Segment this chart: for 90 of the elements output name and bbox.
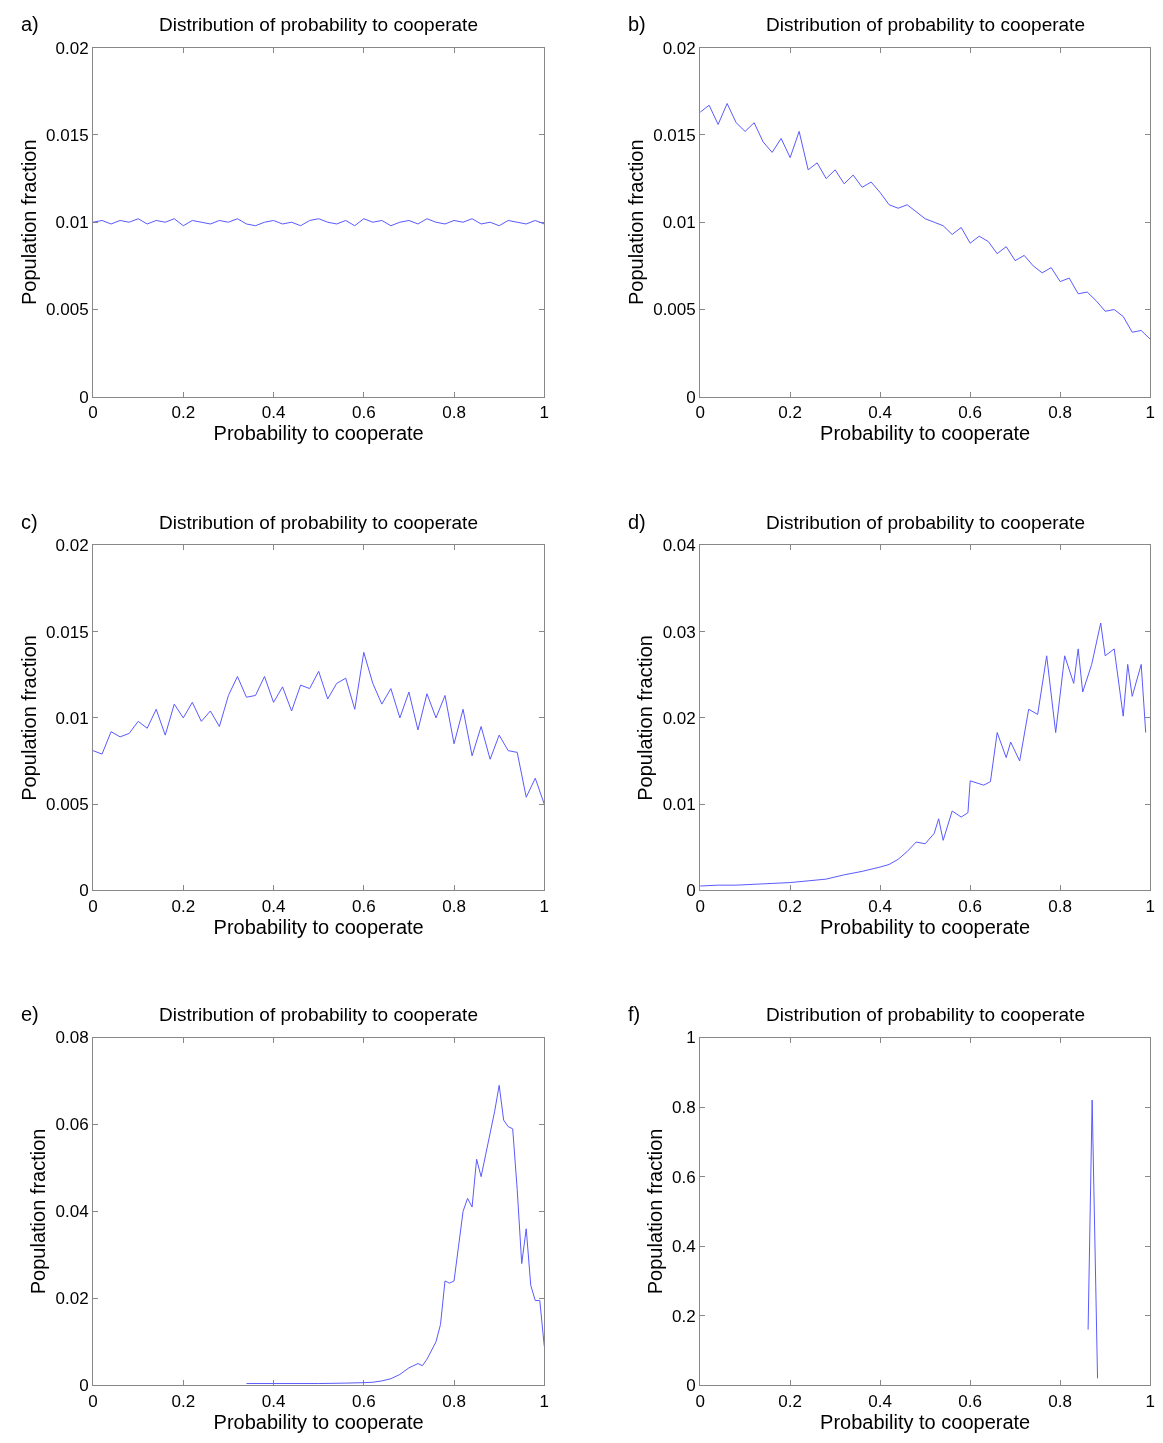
x-axis-title: Probability to cooperate	[213, 1410, 424, 1433]
y-axis-title: Population fraction	[643, 1128, 666, 1295]
y-tick-label: 0.02	[55, 1289, 89, 1309]
x-tick-label: 0.8	[1048, 403, 1073, 423]
chart-title: Distribution of probability to cooperate	[159, 512, 478, 533]
y-tick-label: 0.02	[55, 38, 89, 58]
y-tick-label: 0.04	[662, 536, 696, 556]
y-tick-label: 0	[686, 1376, 696, 1396]
x-axis-title: Probability to cooperate	[820, 915, 1031, 938]
x-tick-label: 1	[1145, 1391, 1155, 1411]
x-tick-label: 0.2	[171, 896, 196, 916]
y-tick-label: 0.01	[55, 708, 89, 728]
text: e)	[21, 1003, 39, 1025]
y-tick-label: 0.01	[662, 213, 696, 233]
x-tick-label: 0.4	[261, 403, 286, 423]
y-axis-title: Population fraction	[17, 635, 40, 801]
y-tick-label: 0.8	[672, 1098, 696, 1118]
line-series	[93, 218, 545, 227]
x-tick-label: 1	[539, 1391, 550, 1411]
y-tick-label: 0.4	[672, 1237, 696, 1257]
x-tick-label: 1	[539, 896, 550, 916]
y-tick-label: 0.03	[662, 622, 696, 642]
x-tick-label: 0.2	[778, 1391, 802, 1411]
x-tick-label: 1	[1145, 403, 1155, 423]
y-tick-label: 0	[686, 387, 696, 407]
y-tick-label: 0.04	[55, 1202, 89, 1222]
y-tick-label: 0.015	[46, 125, 89, 145]
y-tick-label: 0.015	[653, 125, 696, 145]
text: d)	[628, 511, 646, 533]
x-tick-label: 0.8	[442, 896, 466, 916]
x-tick-label: 0.4	[261, 1391, 286, 1411]
x-tick-label: 1	[539, 403, 550, 423]
y-tick-label: 0.08	[55, 1028, 89, 1048]
y-tick-label: 0.02	[662, 708, 696, 728]
x-tick-label: 0.2	[778, 896, 802, 916]
y-tick-label: 0.02	[662, 38, 696, 58]
x-tick-label: 0.6	[958, 403, 982, 423]
y-tick-label: 0.015	[46, 622, 89, 642]
x-tick-label: 0.8	[1048, 896, 1073, 916]
x-tick-label: 0.2	[171, 403, 196, 423]
x-tick-label: 1	[1145, 896, 1155, 916]
x-tick-label: 0.4	[868, 403, 892, 423]
x-tick-label: 0.8	[442, 1391, 466, 1411]
y-axis-title: Population fraction	[624, 139, 647, 306]
y-tick-label: 0	[79, 387, 89, 407]
y-tick-label: 0.005	[46, 795, 89, 815]
y-tick-label: 1	[686, 1028, 696, 1048]
chart-title: Distribution of probability to cooperate	[159, 1004, 478, 1025]
x-tick-label: 0.6	[958, 1391, 982, 1411]
y-tick-label: 0.01	[662, 795, 696, 815]
y-axis-title: Population fraction	[634, 635, 657, 801]
y-tick-label: 0	[79, 881, 89, 901]
y-tick-label: 0.02	[55, 536, 89, 556]
x-axis-title: Probability to cooperate	[820, 422, 1031, 445]
text: a)	[21, 13, 39, 35]
chart-title: Distribution of probability to cooperate	[766, 14, 1085, 35]
y-tick-label: 0.005	[46, 300, 89, 320]
text: c)	[21, 511, 38, 533]
line-series	[700, 102, 1151, 340]
chart-title: Distribution of probability to cooperate	[159, 14, 478, 35]
x-tick-label: 0.6	[351, 1391, 376, 1411]
y-axis-title: Population fraction	[17, 139, 40, 306]
y-axis-title: Population fraction	[27, 1128, 50, 1295]
y-tick-label: 0	[686, 881, 696, 901]
chart-title: Distribution of probability to cooperate	[766, 1004, 1085, 1025]
x-tick-label: 0.4	[868, 896, 892, 916]
y-tick-label: 0.6	[672, 1167, 696, 1187]
y-tick-label: 0.06	[55, 1115, 89, 1135]
text: b)	[628, 13, 646, 35]
line-series	[93, 651, 545, 805]
x-tick-label: 0.4	[261, 896, 286, 916]
chart-title: Distribution of probability to cooperate	[766, 512, 1085, 533]
x-tick-label: 0.8	[1048, 1391, 1073, 1411]
y-tick-label: 0	[79, 1376, 89, 1396]
line-series	[245, 1084, 545, 1385]
x-tick-label: 0.6	[351, 896, 376, 916]
x-axis-title: Probability to cooperate	[213, 422, 424, 445]
y-tick-label: 0.01	[55, 213, 89, 233]
x-tick-label: 0.6	[958, 896, 982, 916]
x-tick-label: 0.6	[351, 403, 376, 423]
x-tick-label: 0.2	[171, 1391, 196, 1411]
x-tick-label: 0.8	[442, 403, 466, 423]
x-tick-label: 0.4	[868, 1391, 892, 1411]
y-tick-label: 0.2	[672, 1306, 696, 1326]
y-tick-label: 0.005	[653, 300, 696, 320]
line-series	[700, 622, 1147, 887]
text: f)	[628, 1003, 641, 1025]
x-axis-title: Probability to cooperate	[820, 1410, 1031, 1433]
x-axis-title: Probability to cooperate	[213, 915, 424, 938]
x-tick-label: 0.2	[778, 403, 802, 423]
